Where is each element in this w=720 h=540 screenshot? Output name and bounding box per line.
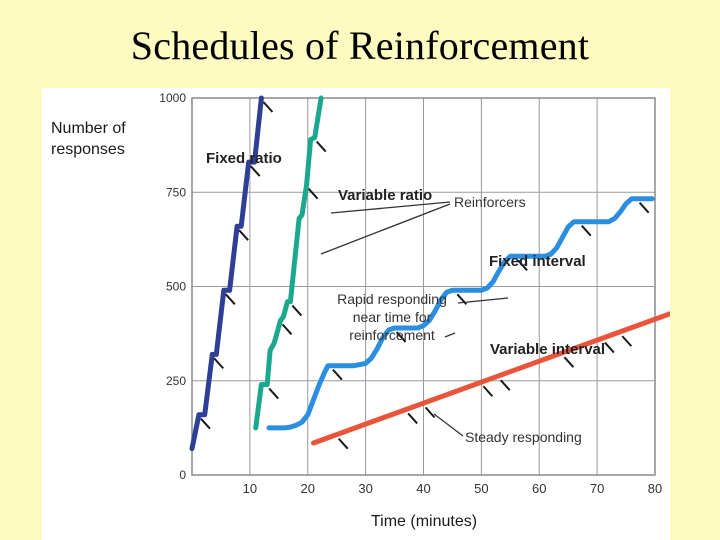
reinforcer-mark [581,224,592,237]
annotation-arrow [330,201,451,214]
reinforcer-mark [337,437,349,450]
reinforcer-mark [407,412,418,425]
y-tick-label: 750 [166,185,186,199]
reinforcer-mark [482,385,494,397]
x-tick-label: 60 [532,481,546,496]
annotation-arrow [433,413,464,437]
reinforcer-mark [517,259,528,272]
annotation-rapid-responding: reinforcement [349,327,435,343]
y-tick-label: 0 [179,468,186,482]
x-tick-label: 20 [301,481,315,496]
x-tick-label: 70 [590,481,604,496]
reinforcer-mark [200,418,211,430]
annotation-rapid-responding: Rapid responding [337,291,447,307]
reinforcer-mark [262,101,274,113]
series-line-variable-ratio [253,95,324,431]
reinforcer-mark [291,304,303,317]
series-lines [189,95,670,452]
series-label-variable-interval: Variable interval [490,341,605,358]
axes [191,97,656,476]
x-tick-label: 30 [358,481,372,496]
reinforcer-mark [332,369,343,381]
reinforcer-mark [281,323,293,336]
series-label-fixed-interval: Fixed interval [489,253,586,270]
reinforcer-mark [424,406,436,419]
annotation-reinforcers: Reinforcers [454,194,526,210]
reinforcer-mark [225,293,236,305]
reinforcer-mark [621,335,633,347]
slide-title: Schedules of Reinforcement [130,23,590,68]
annotation-rapid-responding: near time for [353,309,432,325]
x-tick-label: 50 [474,481,488,496]
tick-labels: 0 250 500 750 1000 10 20 30 40 50 60 70 80 Number of r… [51,91,662,530]
y-axis-label: Number of [51,120,126,137]
series-line-fixed-interval [266,196,655,431]
annotations: Reinforcers Rapid responding near time for… [320,194,582,445]
series-label-fixed-ratio: Fixed ratio [206,150,282,167]
reinforcer-mark [249,165,261,177]
chart-svg: 0 250 500 750 1000 10 20 30 40 50 60 70 80 Number of r… [51,91,670,530]
reinforcer-mark [604,341,615,354]
reinforcer-mark [307,188,319,200]
x-tick-label: 40 [416,481,430,496]
reinforcer-mark [238,229,249,241]
reinforcer-mark [563,356,575,368]
y-tick-label: 1000 [159,91,186,105]
x-tick-label: 80 [648,481,662,496]
series-labels: Fixed ratio Variable ratio Fixed interval V… [206,150,605,358]
reinforcer-mark [268,387,279,400]
annotation-steady-responding: Steady responding [465,429,582,445]
series-line-variable-interval [311,311,670,446]
annotation-arrow [444,332,456,338]
y-axis-label: responses [51,141,125,158]
reinforcer-mark [315,140,327,153]
reinforcer-mark [638,201,650,214]
series-line-fixed-ratio [189,95,264,452]
reinforcer-mark [213,357,224,370]
reinforcer-mark [395,331,407,343]
plot-frame [191,97,656,476]
series-label-variable-ratio: Variable ratio [338,187,432,204]
annotation-arrow [320,203,451,255]
chart-panel: 0 250 500 750 1000 10 20 30 40 50 60 70 80 Number of r… [42,88,670,540]
reinforcer-mark [499,379,511,391]
x-axis-label: Time (minutes) [371,513,477,530]
reinforcer-marks [200,101,650,450]
y-tick-label: 250 [166,374,186,388]
x-tick-label: 10 [243,481,257,496]
annotation-arrow [457,297,509,304]
y-tick-label: 500 [166,280,186,294]
